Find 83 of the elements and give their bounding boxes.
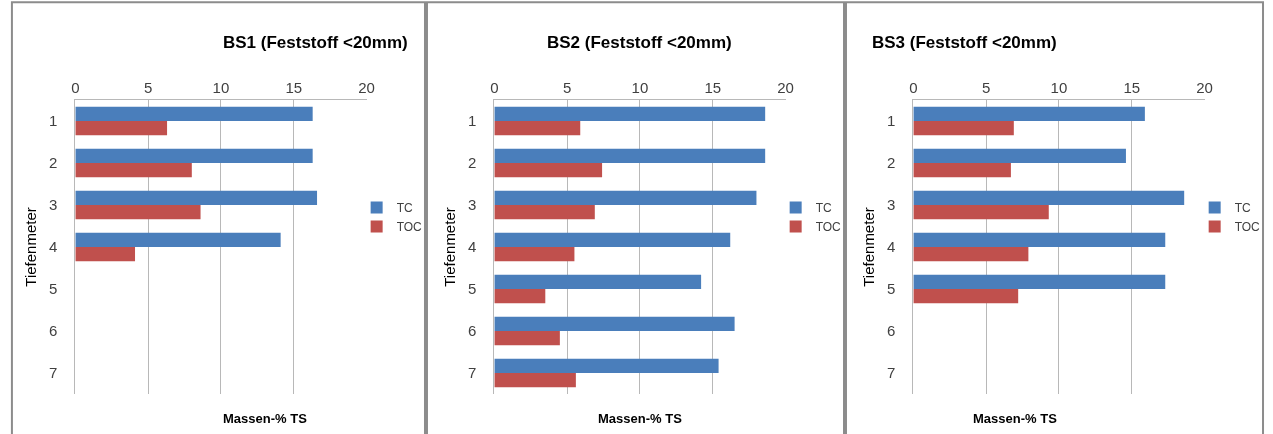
y-tick-label: 7 (887, 364, 896, 382)
x-tick-label: 15 (704, 79, 722, 96)
x-tick-label: 5 (562, 79, 572, 96)
y-axis-title: Tiefenmeter (860, 207, 878, 287)
bar (494, 232, 731, 247)
x-tick-label: 10 (212, 79, 230, 96)
x-tick-label: 20 (777, 79, 794, 96)
y-tick-label: 2 (887, 154, 896, 172)
bar (494, 190, 757, 205)
bar (494, 148, 766, 163)
bar (75, 247, 136, 262)
bar (913, 232, 1166, 247)
bar (75, 148, 313, 163)
y-tick-label: 2 (467, 154, 477, 172)
x-tick-label: 0 (909, 79, 918, 96)
bar (75, 106, 313, 121)
y-tick-label: 5 (48, 280, 58, 298)
chart-title: BS3 (Feststoff <20mm) (872, 33, 1057, 52)
y-tick-label: 6 (887, 322, 896, 340)
bar (913, 190, 1185, 205)
chart-title: BS1 (Feststoff <20mm) (223, 33, 408, 52)
bar (913, 205, 1049, 220)
x-tick-label: 5 (143, 79, 153, 96)
y-tick-label: 3 (887, 196, 896, 214)
bar (75, 232, 281, 247)
bar (75, 121, 168, 136)
y-tick-label: 4 (48, 238, 58, 256)
bar (913, 121, 1014, 136)
bar (913, 247, 1029, 262)
bar (75, 163, 192, 178)
y-tick-label: 7 (467, 364, 477, 382)
bar (494, 289, 546, 304)
y-tick-label: 1 (467, 112, 477, 130)
y-axis-title: Tiefenmeter (441, 207, 459, 287)
x-tick-label: 20 (358, 79, 375, 96)
x-tick-label: 15 (285, 79, 303, 96)
y-tick-label: 4 (467, 238, 477, 256)
bar (494, 163, 603, 178)
bar (494, 358, 719, 373)
bar (494, 316, 735, 331)
bar (913, 148, 1126, 163)
x-tick-label: 10 (1050, 79, 1068, 96)
legend-label: TOC (396, 220, 423, 235)
x-axis-title: Massen-% TS (223, 411, 308, 426)
bar (494, 121, 581, 136)
x-tick-label: 5 (981, 79, 991, 96)
y-tick-label: 6 (467, 322, 477, 340)
x-axis-title: Massen-% TS (598, 411, 683, 426)
bar (913, 163, 1011, 178)
y-tick-label: 6 (48, 322, 58, 340)
legend-label: TC (1234, 201, 1251, 216)
bar (494, 205, 595, 220)
y-axis-title: Tiefenmeter (22, 207, 40, 287)
x-tick-label: 0 (71, 79, 80, 96)
bar (75, 205, 201, 220)
bar (494, 106, 766, 121)
y-tick-label: 4 (887, 238, 896, 256)
legend-label: TC (815, 201, 832, 216)
bar (494, 331, 560, 346)
legend-label: TOC (815, 220, 842, 235)
y-tick-label: 5 (467, 280, 477, 298)
x-tick-label: 15 (1123, 79, 1141, 96)
bar (913, 289, 1019, 304)
y-tick-label: 5 (887, 280, 896, 298)
y-tick-label: 3 (467, 196, 477, 214)
y-tick-label: 2 (48, 154, 58, 172)
bar (494, 274, 702, 289)
y-tick-label: 3 (48, 196, 58, 214)
x-tick-label: 0 (490, 79, 499, 96)
bar (494, 247, 575, 262)
y-tick-label: 1 (887, 112, 896, 130)
bar (494, 373, 576, 388)
bar (75, 190, 318, 205)
x-tick-label: 10 (631, 79, 649, 96)
x-axis-title: Massen-% TS (973, 411, 1058, 426)
legend-label: TOC (1234, 220, 1261, 235)
legend-label: TC (396, 201, 413, 216)
chart-title: BS2 (Feststoff <20mm) (547, 33, 732, 52)
bar (913, 274, 1166, 289)
y-tick-label: 1 (48, 112, 58, 130)
y-tick-label: 7 (48, 364, 58, 382)
x-tick-label: 20 (1196, 79, 1213, 96)
bar (913, 106, 1145, 121)
